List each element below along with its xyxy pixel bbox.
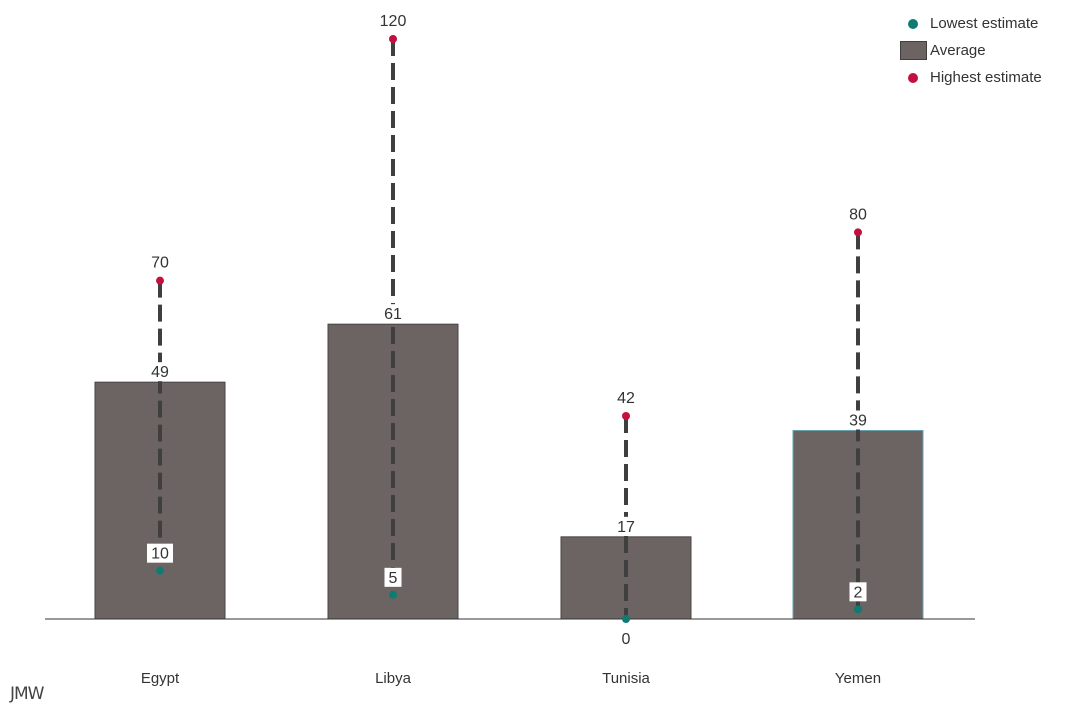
legend-dot-lowest	[908, 18, 918, 29]
legend-dot-highest	[908, 72, 918, 83]
lowest-point-yemen	[854, 605, 862, 614]
x-tick-label-tunisia: Tunisia	[602, 670, 650, 687]
legend-label-lowest: Lowest estimate	[930, 15, 1039, 32]
lowest-label-libya: 5	[389, 570, 398, 587]
legend-item-average: Average	[898, 37, 1068, 64]
highest-label-tunisia: 42	[617, 390, 635, 407]
lowest-label-yemen-bg	[849, 582, 867, 602]
average-label-yemen: 39	[849, 413, 867, 430]
highest-label-yemen: 80	[849, 206, 867, 223]
average-label-egypt: 49	[151, 364, 169, 381]
lowest-label-libya-bg	[384, 567, 402, 587]
x-tick-label-yemen: Yemen	[835, 670, 881, 687]
lowest-point-libya	[389, 590, 397, 599]
x-tick-label-egypt: Egypt	[141, 670, 180, 687]
logo-text: JMW	[10, 684, 44, 704]
highest-point-egypt	[156, 276, 164, 285]
legend-item-lowest: Lowest estimate	[898, 10, 1068, 37]
jmw-logo: JMW	[10, 684, 44, 704]
lowest-label-egypt: 10	[151, 546, 169, 563]
highest-point-libya	[389, 35, 397, 43]
lowest-point-tunisia	[622, 615, 630, 623]
average-label-libya: 61	[384, 306, 402, 323]
average-label-tunisia-bg	[613, 516, 639, 536]
average-label-libya-bg	[380, 304, 406, 324]
legend-swatch-average	[900, 41, 927, 60]
legend-item-highest: Highest estimate	[898, 64, 1068, 91]
lowest-label-egypt-bg	[147, 543, 173, 563]
legend-label-average: Average	[930, 42, 986, 59]
highest-label-libya: 120	[380, 13, 407, 30]
legend: Lowest estimate Average Highest estimate	[898, 10, 1068, 91]
highest-point-yemen	[854, 228, 862, 237]
average-label-yemen-bg	[845, 410, 871, 430]
average-label-tunisia: 17	[617, 519, 635, 536]
x-tick-label-libya: Libya	[375, 670, 412, 687]
legend-label-highest: Highest estimate	[930, 69, 1042, 86]
lowest-label-tunisia: 0	[622, 631, 631, 648]
average-label-egypt-bg	[147, 362, 173, 382]
highest-point-tunisia	[622, 412, 630, 420]
highest-label-egypt: 70	[151, 255, 169, 272]
lowest-point-egypt	[156, 566, 164, 575]
lowest-label-yemen: 2	[854, 584, 863, 601]
